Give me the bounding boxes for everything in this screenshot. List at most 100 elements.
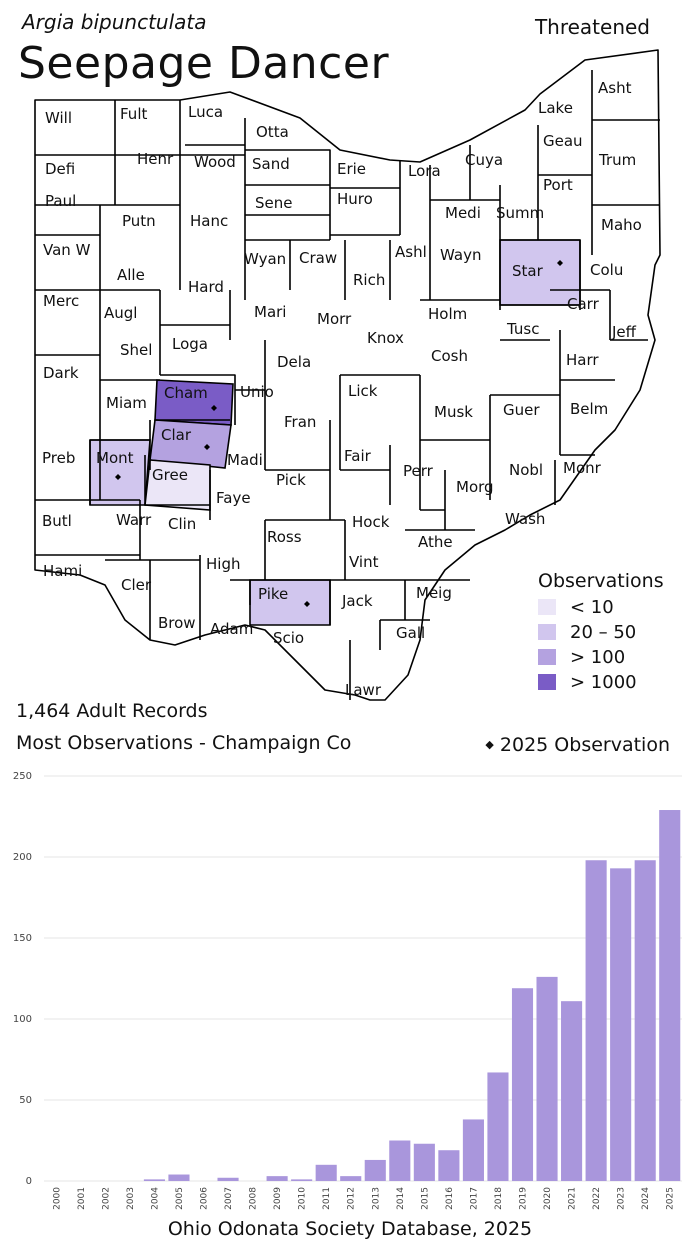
bar-2019 <box>511 988 534 1181</box>
legend-label: < 10 <box>570 597 614 618</box>
county-label-high: High <box>206 555 240 573</box>
legend-title: Observations <box>538 570 664 592</box>
x-tick-label: 2004 <box>150 1187 160 1210</box>
county-label-cham: Cham <box>164 384 208 402</box>
county-label-van-w: Van W <box>43 241 91 259</box>
county-label-jeff: Jeff <box>611 323 637 341</box>
x-tick-label: 2012 <box>347 1187 357 1210</box>
county-label-will: Will <box>45 109 72 127</box>
observation-marker-star <box>557 260 563 266</box>
x-tick-label: 2006 <box>200 1187 210 1210</box>
x-tick-label: 2023 <box>617 1187 627 1210</box>
x-tick-label: 2021 <box>568 1187 578 1210</box>
county-label-paul: Paul <box>45 192 76 210</box>
ohio-county-map: Will Fult Luca Otta Lake Asht Defi Henr Wood Sand… <box>34 49 661 701</box>
legend-item: > 100 <box>538 647 625 668</box>
county-label-summ: Summ <box>496 204 544 222</box>
bar-2017 <box>462 1119 484 1181</box>
county-label-guer: Guer <box>503 401 540 419</box>
chart-x-ticks: 2000 2001 2002 2003 2004 2005 2006 2007 2008 2009… <box>52 1187 675 1210</box>
county-label-hanc: Hanc <box>190 212 228 230</box>
x-tick-label: 2017 <box>469 1187 479 1210</box>
county-label-fair: Fair <box>344 447 372 465</box>
county-label-ashl: Ashl <box>395 243 427 261</box>
legend-swatch <box>538 674 556 690</box>
conservation-status: Threatened <box>534 15 650 39</box>
county-label-monr: Monr <box>563 459 602 477</box>
y-tick-label: 150 <box>13 933 32 944</box>
county-label-fran: Fran <box>284 413 316 431</box>
bar-2007 <box>217 1177 239 1181</box>
county-label-clin: Clin <box>168 515 196 533</box>
county-label-maho: Maho <box>601 216 642 234</box>
county-label-dark: Dark <box>43 364 79 382</box>
county-label-sene: Sene <box>255 194 293 212</box>
county-label-cuya: Cuya <box>465 151 503 169</box>
county-label-lora: Lora <box>408 162 441 180</box>
county-label-erie: Erie <box>337 160 366 178</box>
county-label-rich: Rich <box>353 271 385 289</box>
bar-2005 <box>168 1174 190 1181</box>
county-label-faye: Faye <box>216 489 251 507</box>
county-label-lick: Lick <box>348 382 378 400</box>
bar-2025 <box>659 810 681 1181</box>
obs-2025-label: 2025 Observation <box>499 734 670 756</box>
bar-2009 <box>266 1176 288 1181</box>
county-label-scio: Scio <box>273 629 304 647</box>
county-label-henr: Henr <box>137 150 174 168</box>
county-label-unio: Unio <box>240 383 274 401</box>
bar-2022 <box>585 860 607 1181</box>
county-label-adam: Adam <box>210 620 253 638</box>
bar-2004 <box>143 1179 165 1181</box>
x-tick-label: 2018 <box>494 1187 504 1210</box>
observation-marker-mont <box>115 474 121 480</box>
county-label-butl: Butl <box>42 512 72 530</box>
county-label-cler: Cler <box>121 576 152 594</box>
bar-2021 <box>561 1001 583 1181</box>
county-label-brow: Brow <box>158 614 196 632</box>
legend-label: > 1000 <box>570 672 637 693</box>
scientific-name: Argia bipunctulata <box>22 10 207 34</box>
county-label-vint: Vint <box>349 553 379 571</box>
y-tick-label: 0 <box>26 1176 32 1187</box>
county-label-clar: Clar <box>161 426 192 444</box>
x-tick-label: 2010 <box>298 1187 308 1210</box>
legend-item: < 10 <box>538 597 614 618</box>
observation-marker-cham <box>211 405 217 411</box>
x-tick-label: 2000 <box>52 1187 62 1210</box>
y-tick-label: 50 <box>19 1095 32 1106</box>
county-label-gree: Gree <box>152 466 188 484</box>
x-tick-label: 2024 <box>641 1187 651 1210</box>
shaded-counties <box>89 239 581 626</box>
chart-y-ticks: 0 50 100 150 200 250 <box>13 771 32 1187</box>
county-label-hami: Hami <box>43 562 82 580</box>
bar-2010 <box>291 1179 313 1181</box>
legend-swatch <box>538 624 556 640</box>
county-label-gall: Gall <box>396 624 425 642</box>
county-label-warr: Warr <box>116 511 152 529</box>
county-label-medi: Medi <box>445 204 481 222</box>
bar-2015 <box>413 1143 435 1181</box>
bar-2012 <box>340 1176 362 1181</box>
county-label-pick: Pick <box>276 471 306 489</box>
county-label-preb: Preb <box>42 449 75 467</box>
x-tick-label: 2015 <box>420 1187 430 1210</box>
x-tick-label: 2005 <box>175 1187 185 1210</box>
data-source: Ohio Odonata Society Database, 2025 <box>167 1218 533 1240</box>
county-label-hock: Hock <box>352 513 390 531</box>
x-tick-label: 2016 <box>445 1187 455 1210</box>
county-label-huro: Huro <box>337 190 373 208</box>
legend-item: 20 – 50 <box>538 622 636 643</box>
x-tick-label: 2025 <box>666 1187 676 1210</box>
county-label-lake: Lake <box>538 99 573 117</box>
y-tick-label: 100 <box>13 1014 32 1025</box>
county-label-alle: Alle <box>117 266 145 284</box>
bar-2014 <box>389 1140 411 1181</box>
county-label-otta: Otta <box>256 123 289 141</box>
county-label-mont: Mont <box>96 449 134 467</box>
county-label-miam: Miam <box>106 394 147 412</box>
county-label-tusc: Tusc <box>506 320 539 338</box>
county-label-wash: Wash <box>505 510 545 528</box>
county-label-geau: Geau <box>543 132 583 150</box>
county-label-pike: Pike <box>258 585 288 603</box>
